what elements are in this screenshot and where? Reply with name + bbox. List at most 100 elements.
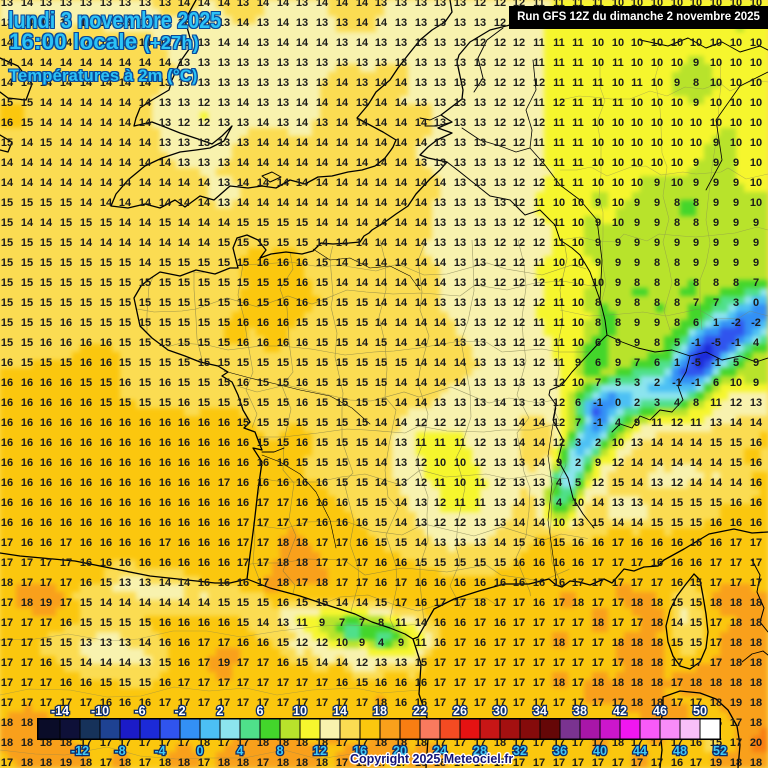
svg-text:13: 13: [474, 257, 486, 269]
svg-text:14: 14: [375, 297, 388, 309]
svg-text:16: 16: [139, 417, 151, 429]
svg-text:14: 14: [178, 577, 191, 589]
svg-text:17: 17: [454, 757, 466, 768]
svg-text:10: 10: [730, 117, 742, 129]
svg-text:15: 15: [159, 657, 171, 669]
svg-text:17: 17: [513, 757, 525, 768]
svg-text:11: 11: [434, 437, 446, 449]
svg-text:16: 16: [218, 617, 230, 629]
svg-text:18: 18: [730, 757, 742, 768]
svg-text:15: 15: [296, 457, 308, 469]
svg-text:14: 14: [257, 157, 270, 169]
svg-text:18: 18: [277, 557, 289, 569]
svg-text:14: 14: [356, 257, 369, 269]
svg-text:18: 18: [80, 757, 92, 768]
svg-text:16: 16: [237, 377, 249, 389]
svg-text:16: 16: [198, 517, 210, 529]
svg-text:14: 14: [651, 437, 664, 449]
svg-text:17: 17: [730, 737, 742, 749]
svg-text:18: 18: [159, 757, 171, 768]
svg-text:11: 11: [572, 177, 584, 189]
svg-text:14: 14: [296, 197, 309, 209]
svg-text:16: 16: [494, 617, 506, 629]
svg-text:15: 15: [375, 357, 387, 369]
svg-text:6: 6: [595, 337, 601, 349]
svg-text:6: 6: [595, 357, 601, 369]
svg-text:14: 14: [60, 57, 73, 69]
svg-text:15: 15: [277, 437, 289, 449]
svg-text:16: 16: [257, 257, 269, 269]
svg-text:13: 13: [336, 17, 348, 29]
svg-text:19: 19: [40, 597, 52, 609]
svg-text:13: 13: [434, 17, 446, 29]
svg-text:17: 17: [592, 757, 604, 768]
svg-text:16: 16: [159, 437, 171, 449]
svg-text:14: 14: [119, 77, 132, 89]
svg-text:15: 15: [40, 637, 52, 649]
svg-text:17: 17: [1, 617, 13, 629]
svg-text:9: 9: [733, 237, 739, 249]
svg-text:15: 15: [80, 617, 92, 629]
svg-text:9: 9: [733, 217, 739, 229]
svg-text:14: 14: [100, 117, 113, 129]
svg-text:13: 13: [474, 157, 486, 169]
svg-text:17: 17: [257, 537, 269, 549]
svg-text:13: 13: [434, 0, 446, 9]
svg-text:17: 17: [198, 677, 210, 689]
svg-text:9: 9: [595, 257, 601, 269]
svg-text:18: 18: [651, 657, 663, 669]
svg-text:17: 17: [612, 757, 624, 768]
svg-text:14: 14: [415, 357, 428, 369]
svg-text:13: 13: [474, 137, 486, 149]
svg-text:17: 17: [592, 657, 604, 669]
svg-text:14: 14: [336, 277, 349, 289]
svg-text:4: 4: [753, 337, 760, 349]
svg-text:17: 17: [710, 577, 722, 589]
svg-text:14: 14: [494, 537, 507, 549]
svg-text:9: 9: [753, 217, 759, 229]
svg-text:15: 15: [257, 437, 269, 449]
svg-text:17: 17: [100, 757, 112, 768]
svg-text:17: 17: [690, 697, 702, 709]
svg-text:9: 9: [713, 157, 719, 169]
svg-text:52: 52: [713, 744, 727, 758]
svg-text:16: 16: [513, 557, 525, 569]
svg-text:15: 15: [139, 357, 151, 369]
svg-text:15: 15: [395, 537, 407, 549]
svg-text:18: 18: [316, 757, 328, 768]
svg-text:13: 13: [336, 37, 348, 49]
svg-text:17: 17: [1, 657, 13, 669]
svg-text:16: 16: [139, 457, 151, 469]
svg-text:14: 14: [336, 97, 349, 109]
svg-text:11: 11: [631, 77, 643, 89]
svg-text:10: 10: [592, 137, 604, 149]
svg-text:14: 14: [533, 437, 546, 449]
svg-text:16: 16: [178, 617, 190, 629]
svg-text:12: 12: [513, 257, 525, 269]
svg-text:15: 15: [296, 217, 308, 229]
svg-text:15: 15: [237, 617, 249, 629]
svg-text:10: 10: [454, 477, 466, 489]
svg-text:13: 13: [454, 17, 466, 29]
svg-text:11: 11: [572, 97, 584, 109]
svg-text:15: 15: [159, 397, 171, 409]
svg-text:11: 11: [533, 197, 545, 209]
svg-text:16: 16: [198, 557, 210, 569]
svg-text:-2: -2: [174, 704, 185, 718]
svg-text:19: 19: [218, 657, 230, 669]
svg-text:16: 16: [80, 337, 92, 349]
svg-text:10: 10: [671, 57, 683, 69]
svg-text:15: 15: [316, 597, 328, 609]
svg-text:12: 12: [513, 337, 525, 349]
svg-text:15: 15: [60, 657, 72, 669]
svg-text:32: 32: [513, 744, 527, 758]
svg-text:9: 9: [634, 217, 640, 229]
svg-text:-10: -10: [91, 704, 109, 718]
svg-text:12: 12: [513, 77, 525, 89]
svg-text:13: 13: [454, 0, 466, 9]
svg-text:16: 16: [139, 537, 151, 549]
svg-text:13: 13: [612, 497, 624, 509]
svg-text:14: 14: [237, 97, 250, 109]
svg-text:15: 15: [336, 297, 348, 309]
svg-text:14: 14: [119, 137, 132, 149]
